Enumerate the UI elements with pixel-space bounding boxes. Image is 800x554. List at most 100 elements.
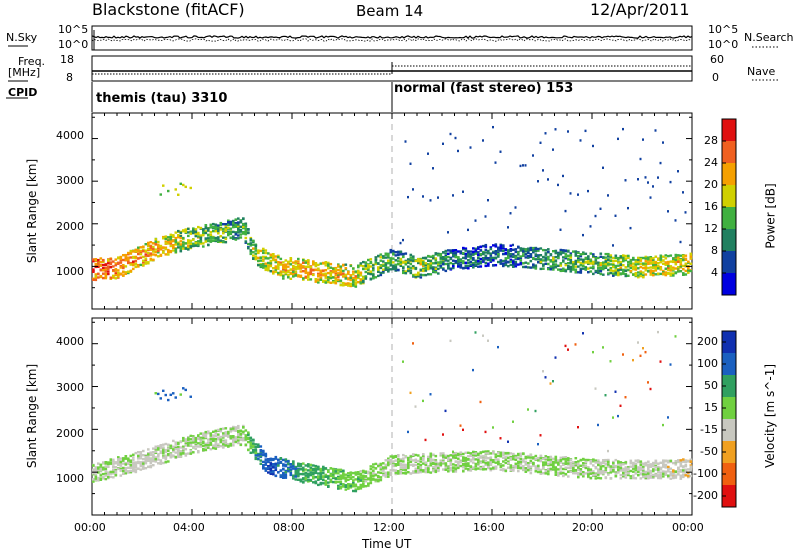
velocity-cell [127, 466, 130, 469]
velocity-cell [119, 474, 123, 477]
velocity-cell [474, 454, 478, 457]
velocity-cell [404, 456, 408, 459]
velocity-cell [619, 461, 623, 464]
power-cell [589, 270, 593, 273]
power-cell [447, 265, 450, 268]
power-cell [264, 249, 268, 252]
velocity-cell [499, 452, 503, 456]
power-cell [424, 266, 428, 269]
power-cell [674, 253, 678, 257]
power-cell [294, 262, 298, 265]
velocity-cell [117, 461, 120, 465]
power-cell [277, 254, 280, 257]
power-cell [564, 249, 568, 253]
power-cell [299, 275, 303, 278]
power-cell [252, 254, 255, 257]
power-cell [439, 252, 443, 256]
power-cell [342, 269, 345, 273]
velocity-cell [362, 476, 365, 479]
velocity-cell [262, 449, 265, 453]
velocity-cell [362, 485, 365, 488]
velocity-cell [507, 456, 510, 459]
velocity-cell [507, 466, 510, 469]
power-cell [222, 231, 225, 234]
power-cell [419, 260, 423, 263]
velocity-cell [457, 457, 460, 460]
velocity-cell [592, 458, 595, 461]
velocity-cell [547, 456, 550, 459]
power-cell [609, 254, 613, 257]
velocity-cell [479, 400, 482, 404]
velocity-cell [164, 393, 167, 397]
power-cell [327, 261, 330, 265]
power-cell [307, 275, 310, 279]
power-cell [242, 226, 245, 230]
power-cell [134, 250, 138, 253]
power-cell [592, 260, 595, 264]
velocity-cell [347, 487, 350, 490]
velocity-cell [287, 468, 290, 471]
velocity-cell [209, 434, 213, 437]
velocity-cell [119, 460, 123, 464]
velocity-cell [279, 457, 283, 460]
power-cell [209, 233, 213, 236]
power-cell [239, 233, 243, 236]
power-cell [507, 251, 510, 254]
velocity-cell [489, 458, 493, 461]
velocity-cell [307, 475, 310, 479]
power-cell [287, 260, 290, 264]
velocity-cell [114, 466, 118, 469]
power-cell [639, 259, 643, 262]
velocity-cell [564, 467, 568, 471]
velocity-cell [287, 463, 290, 466]
power-cell [264, 262, 268, 265]
power-cell [389, 258, 393, 261]
power-cell [349, 264, 353, 268]
power-cell [112, 276, 115, 279]
velocity-cell [464, 464, 468, 468]
power-cell [197, 240, 200, 243]
power-cell [604, 252, 608, 256]
velocity-cell [372, 478, 375, 481]
power-cell [109, 258, 113, 261]
velocity-cell [652, 465, 655, 468]
power-cell [564, 263, 568, 267]
velocity-cell [302, 466, 305, 469]
power-cell [554, 266, 558, 269]
power-cell [592, 255, 595, 258]
power-cell [277, 263, 280, 266]
power-cell [442, 142, 444, 145]
power-cell [437, 196, 439, 199]
velocity-cell [149, 451, 153, 454]
power-cell [599, 270, 603, 273]
velocity-cell [339, 483, 343, 486]
velocity-cell [529, 468, 533, 472]
velocity-cell [619, 473, 623, 477]
velocity-cell [262, 451, 265, 454]
velocity-cell [432, 458, 435, 462]
velocity-cell [352, 476, 355, 479]
velocity-cell [144, 458, 148, 461]
velocity-cell [309, 463, 313, 467]
power-cell [287, 262, 290, 265]
velocity-cell [479, 451, 483, 454]
velocity-cell [244, 429, 248, 432]
velocity-cell [524, 457, 528, 460]
power-cell [624, 266, 628, 269]
freq-tick-bottom: 8 [66, 71, 73, 84]
velocity-cell [397, 463, 400, 466]
power-cell [227, 231, 230, 235]
velocity-cell [547, 468, 550, 471]
power-cell [679, 259, 683, 262]
power-cell [497, 252, 500, 256]
power-cell [644, 273, 648, 276]
velocity-cell [302, 477, 305, 480]
velocity-cell [337, 480, 340, 484]
velocity-cell [559, 470, 563, 473]
velocity-cell [99, 474, 103, 477]
velocity-cell [342, 471, 345, 474]
velocity-cell [187, 452, 190, 455]
velocity-cell [454, 454, 458, 457]
power-cell [497, 246, 500, 249]
velocity-cell [442, 468, 445, 471]
